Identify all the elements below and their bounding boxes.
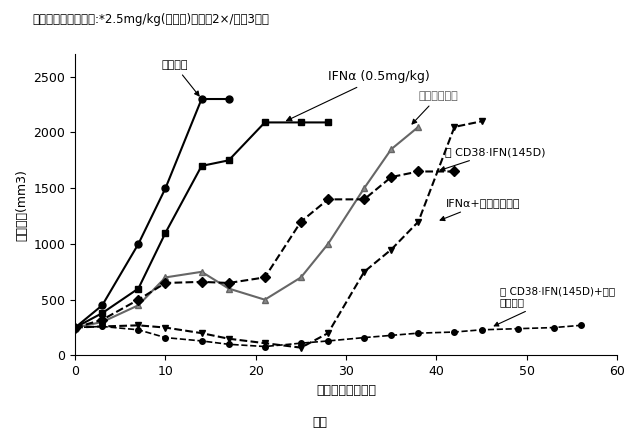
Text: レナリドミド組合せ:*2.5mg/kg(準最大)用量、2×/週、3週間: レナリドミド組合せ:*2.5mg/kg(準最大)用量、2×/週、3週間 [32, 13, 269, 26]
Text: 図１: 図１ [312, 416, 328, 429]
Text: レナリドミド: レナリドミド [412, 91, 458, 124]
Text: 抗 CD38·IFN(145D)+レナ
リドミド: 抗 CD38·IFN(145D)+レナ リドミド [494, 286, 615, 326]
X-axis label: 処置開始後の日数: 処置開始後の日数 [316, 384, 376, 397]
Text: IFNα (0.5mg/kg): IFNα (0.5mg/kg) [287, 71, 430, 121]
Text: 抗 CD38·IFN(145D): 抗 CD38·IFN(145D) [440, 147, 546, 171]
Y-axis label: 腫瘍体積(mm3): 腫瘍体積(mm3) [15, 169, 28, 241]
Text: IFNα+レナリドミド: IFNα+レナリドミド [440, 198, 520, 221]
Text: ビヒクル: ビヒクル [161, 60, 199, 96]
